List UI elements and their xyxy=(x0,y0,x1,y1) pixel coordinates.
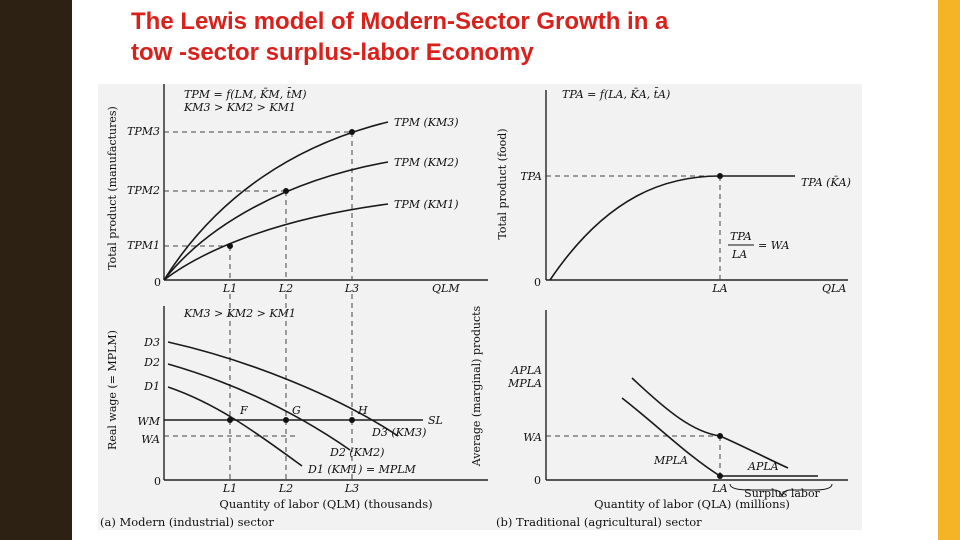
caption-modern-sector: (a) Modern (industrial) sector xyxy=(100,515,274,529)
demand-d1-curve xyxy=(167,386,303,467)
tr-point-la xyxy=(717,173,723,179)
br-y-tick-mpla: MPLA xyxy=(507,377,542,390)
tl-x-axis-label: QLM xyxy=(432,282,460,295)
right-accent-band xyxy=(938,0,960,540)
tl-y-tick-tpm1: TPM1 xyxy=(127,239,160,252)
bl-origin: 0 xyxy=(154,475,161,488)
br-surplus-label: Surplus labor xyxy=(744,487,820,500)
left-decorative-band xyxy=(0,0,72,540)
bl-y-tick-d3: D3 xyxy=(143,336,160,349)
surplus-labor-brace xyxy=(729,483,833,498)
demand-d3-curve xyxy=(167,341,399,437)
panel-traditional-labor-market: Average (marginal) products APLA MPLA WA… xyxy=(470,305,848,529)
bl-x-axis-label: Quantity of labor (QLM) (thousands) xyxy=(219,497,432,511)
bl-x-tick-l2: L2 xyxy=(278,482,293,495)
lewis-model-figure: TPM = f(LM, K̄M, t̄M) KM3 > KM2 > KM1 To… xyxy=(98,84,862,530)
br-curve-label-apla: APLA xyxy=(747,460,779,473)
tl-origin: 0 xyxy=(154,276,161,289)
br-point-la xyxy=(717,473,723,479)
demand-d2-curve xyxy=(167,363,351,451)
title-line-2: tow -sector surplus-labor Economy xyxy=(131,39,534,66)
tr-ratio-numerator: TPA xyxy=(730,230,752,243)
bl-y-axis-label: Real wage (= MPLM) xyxy=(106,330,119,450)
br-point-wa xyxy=(717,433,723,439)
bl-demand-label-d2: D2 (KM2) xyxy=(329,446,384,459)
panel-modern-labor-market: KM3 > KM2 > KM1 Real wage (= MPLM) D3 D2… xyxy=(100,294,488,529)
bl-y-tick-wm: WM xyxy=(137,415,160,428)
point-g xyxy=(283,417,289,423)
bl-y-tick-wa: WA xyxy=(141,433,160,446)
tr-origin: 0 xyxy=(534,276,541,289)
br-y-tick-apla: APLA xyxy=(510,364,542,377)
tr-y-tick-tpa: TPA xyxy=(520,170,542,183)
bl-label-f: F xyxy=(239,404,248,417)
tl-point-l2 xyxy=(283,188,289,194)
br-x-tick-la: LA xyxy=(711,482,727,495)
panel-traditional-total-product: TPA = f(LA, K̄A, t̄A) Total product (foo… xyxy=(496,88,851,295)
tr-ratio-denominator: LA xyxy=(731,248,747,261)
tl-point-l3 xyxy=(349,129,355,135)
bl-y-tick-d2: D2 xyxy=(143,356,160,369)
capital-ordering-bottom: KM3 > KM2 > KM1 xyxy=(183,307,296,320)
point-f xyxy=(227,417,233,423)
tl-y-tick-tpm3: TPM3 xyxy=(127,125,160,138)
bl-y-tick-d1: D1 xyxy=(143,380,160,393)
slide-title: The Lewis model of Modern-Sector Growth … xyxy=(131,6,831,68)
tr-ratio-result: = WA xyxy=(758,239,789,252)
panel-modern-total-product: TPM = f(LM, K̄M, t̄M) KM3 > KM2 > KM1 To… xyxy=(106,84,488,295)
bl-label-h: H xyxy=(357,404,368,417)
bl-x-tick-l1: L1 xyxy=(222,482,237,495)
bl-supply-label: SL xyxy=(428,414,443,427)
tr-y-axis-label: Total product (food) xyxy=(496,128,509,239)
br-y-tick-wa: WA xyxy=(523,431,542,444)
tp-a-production-function: TPA = f(LA, K̄A, t̄A) xyxy=(562,88,670,101)
tl-x-tick-l3: L3 xyxy=(344,282,359,295)
caption-traditional-sector: (b) Traditional (agricultural) sector xyxy=(496,515,702,529)
tl-x-tick-l1: L1 xyxy=(222,282,237,295)
br-curve-label-mpla: MPLA xyxy=(653,454,688,467)
bl-demand-label-d1: D1 (KM1) = MPLM xyxy=(307,463,417,476)
tl-point-l1 xyxy=(227,243,233,249)
tr-curve-label: TPA (K̄A) xyxy=(801,176,851,189)
tp-m-k3-curve xyxy=(163,121,389,281)
tl-curve-label-k2: TPM (KM2) xyxy=(394,156,459,169)
mp-la-curve xyxy=(621,397,818,477)
tp-a-curve xyxy=(549,175,795,281)
bl-label-g: G xyxy=(292,404,301,417)
capital-ordering-top: KM3 > KM2 > KM1 xyxy=(183,101,296,114)
tl-y-tick-tpm2: TPM2 xyxy=(127,184,160,197)
tp-m-k1-curve xyxy=(163,203,389,281)
bl-demand-label-d3: D3 (KM3) xyxy=(371,426,426,439)
point-h xyxy=(349,417,355,423)
tr-x-axis-label: QLA xyxy=(822,282,846,295)
bl-x-tick-l3: L3 xyxy=(344,482,359,495)
tp-m-production-function: TPM = f(LM, K̄M, t̄M) xyxy=(184,88,307,101)
tl-x-tick-l2: L2 xyxy=(278,282,293,295)
tl-curve-label-k3: TPM (KM3) xyxy=(394,116,459,129)
tp-m-k2-curve xyxy=(163,161,389,281)
tl-y-axis-label: Total product (manufactures) xyxy=(106,106,119,270)
br-y-axis-label: Average (marginal) products xyxy=(470,305,483,467)
br-origin: 0 xyxy=(534,474,541,487)
tl-curve-label-k1: TPM (KM1) xyxy=(394,198,459,211)
tr-x-tick-la: LA xyxy=(711,282,727,295)
title-line-1: The Lewis model of Modern-Sector Growth … xyxy=(131,8,669,35)
br-x-axis-label: Quantity of labor (QLA) (millions) xyxy=(594,497,790,511)
